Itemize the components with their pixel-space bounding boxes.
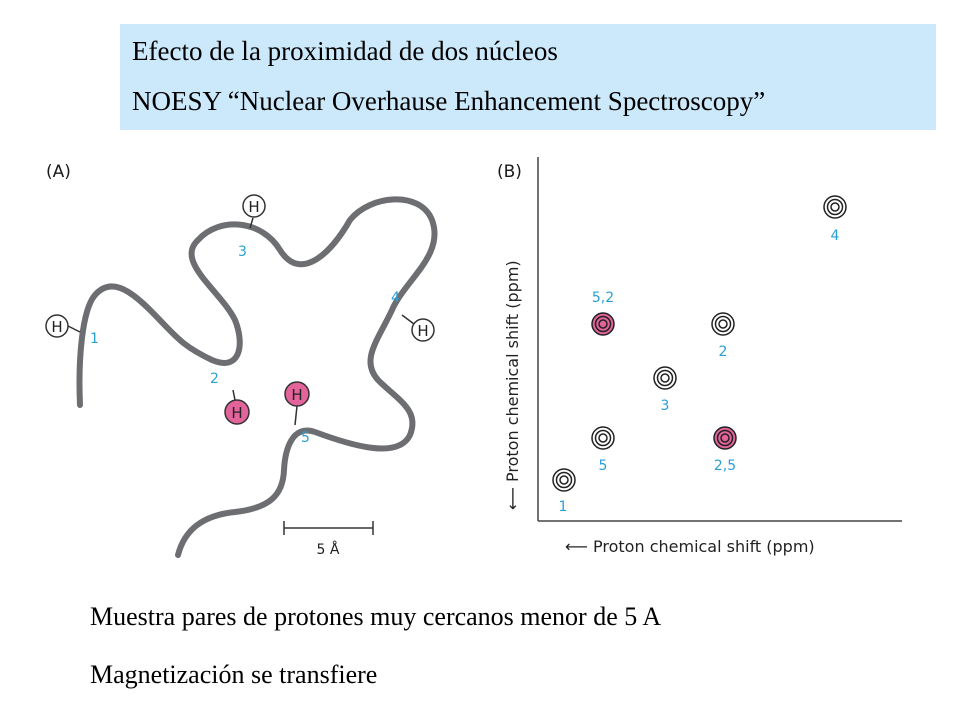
noesy-figure: (A) H 1 H 2 H 3 H 4 H 5 5 Å (B) ⟵ Pro xyxy=(45,157,902,558)
peak-1: 1 xyxy=(552,468,576,515)
panel-b-label: (B) xyxy=(497,162,522,182)
peak-label-2: 2 xyxy=(719,344,728,360)
peak-label-1: 1 xyxy=(559,499,568,515)
svg-text:H: H xyxy=(248,198,259,216)
title-line-1: Efecto de la proximidad de dos núcleos xyxy=(132,36,558,66)
caption-line-2: Magnetización se transfiere xyxy=(90,660,378,689)
peaks-group: 1 5 3 2 4 5,2 2,5 xyxy=(552,195,847,515)
scale-bar xyxy=(283,521,374,535)
residue-number-5: 5 xyxy=(301,430,310,446)
residue-number-4: 4 xyxy=(391,290,400,306)
peak-label-5-2: 5,2 xyxy=(592,290,614,306)
title-line-2: NOESY “Nuclear Overhause Enhancement Spe… xyxy=(132,86,766,116)
peak-label-3: 3 xyxy=(661,398,670,414)
residue-number-2: 2 xyxy=(210,371,219,387)
scale-bar-label: 5 Å xyxy=(317,541,340,558)
peak-label-5: 5 xyxy=(599,458,608,474)
peak-5: 5 xyxy=(591,426,615,474)
panel-a-label: (A) xyxy=(46,162,71,182)
residue-number-1: 1 xyxy=(90,331,99,347)
proton-h2: H xyxy=(224,389,250,425)
proton-h1: H xyxy=(45,314,81,338)
svg-text:H: H xyxy=(231,404,242,422)
peak-3: 3 xyxy=(653,366,677,414)
x-axis-label: ⟵ Proton chemical shift (ppm) xyxy=(565,537,815,556)
protein-chain xyxy=(76,196,438,558)
title-box: Efecto de la proximidad de dos núcleos N… xyxy=(120,24,936,130)
proton-h5: H xyxy=(284,381,310,426)
proton-h3: H xyxy=(242,194,266,229)
peak-label-2-5: 2,5 xyxy=(714,458,736,474)
caption-line-1: Muestra pares de protones muy cercanos m… xyxy=(90,602,662,631)
peak-2-5: 2,5 xyxy=(713,426,737,474)
svg-text:H: H xyxy=(417,322,428,340)
peak-label-4: 4 xyxy=(831,228,840,244)
y-axis-label: ⟵ Proton chemical shift (ppm) xyxy=(503,260,522,510)
peak-5-2: 5,2 xyxy=(591,290,615,336)
peak-4: 4 xyxy=(823,195,847,244)
peak-2: 2 xyxy=(711,312,735,360)
svg-text:H: H xyxy=(51,318,62,336)
proton-h4: H xyxy=(401,314,435,342)
residue-number-3: 3 xyxy=(238,244,247,260)
svg-text:H: H xyxy=(291,386,302,404)
